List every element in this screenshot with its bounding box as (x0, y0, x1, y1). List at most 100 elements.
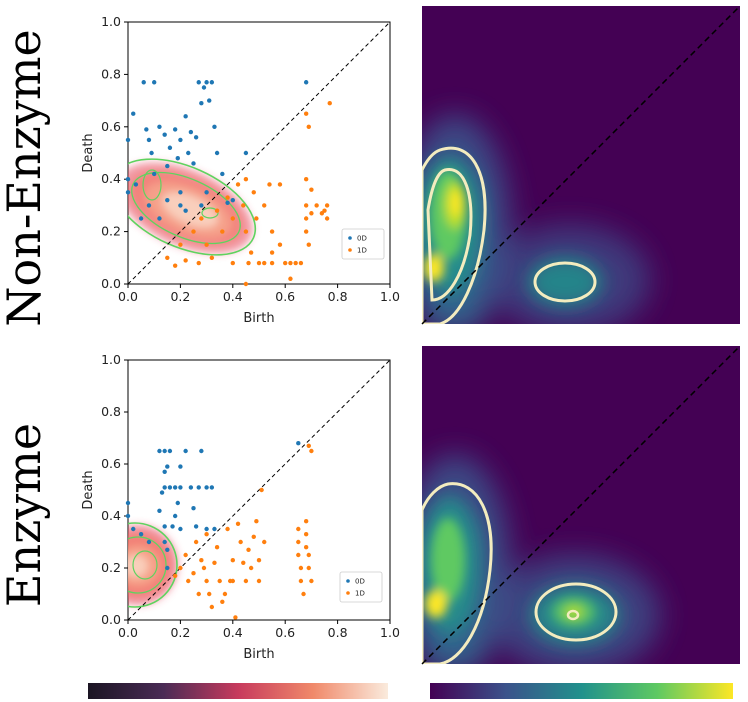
point-1d (256, 578, 262, 584)
point-0d (131, 111, 136, 116)
point-0d (191, 161, 196, 166)
point-1d (254, 519, 259, 524)
y-tick-label: 1.0 (101, 352, 121, 367)
x-tick-label: 0.2 (170, 289, 190, 304)
point-0d (159, 490, 165, 495)
point-0d (165, 464, 170, 469)
point-1d (207, 591, 212, 597)
point-0d (212, 526, 217, 532)
y-tick-label: 0.0 (101, 612, 121, 627)
axis-ticks: 0.0 0.2 0.4 0.6 0.8 1.0 0.0 0.2 0.4 0.6 0.8 1.0 (101, 352, 400, 640)
x-tick-label: 0.6 (275, 625, 295, 640)
point-1d (324, 203, 330, 208)
point-1d (183, 258, 188, 263)
diagonal-line (127, 359, 391, 621)
point-1d (230, 578, 235, 584)
point-1d (303, 216, 309, 221)
point-1d (251, 534, 256, 539)
point-1d (196, 260, 201, 266)
point-1d (212, 560, 217, 565)
point-0d (141, 80, 146, 85)
point-0d (209, 485, 215, 490)
point-0d (225, 200, 230, 205)
point-0d (162, 132, 167, 137)
point-0d (162, 448, 167, 454)
point-1d (178, 565, 183, 571)
row-label-non-enzyme: Non-Enzyme (0, 29, 51, 326)
point-1d (254, 216, 259, 221)
scatter-points (125, 441, 314, 620)
y-tick-label: 1.0 (101, 14, 121, 29)
point-1d (209, 255, 215, 260)
x-tick-label: 0.2 (170, 625, 190, 640)
point-1d (267, 182, 272, 187)
point-0d (204, 80, 209, 85)
point-1d (288, 260, 293, 266)
point-1d (233, 615, 238, 620)
point-1d (186, 578, 191, 584)
point-0d (157, 216, 162, 221)
point-1d (172, 263, 178, 268)
point-1d (309, 187, 314, 192)
point-1d (306, 565, 311, 571)
legend: 0D 1D (339, 571, 383, 603)
point-0d (162, 524, 167, 529)
point-0d (188, 129, 194, 135)
diagonal-line (421, 5, 741, 325)
point-1d (209, 604, 215, 610)
point-1d (293, 260, 298, 266)
panel-non-enzyme-diagram: 0.0 0.2 0.4 0.6 0.8 1.0 0.0 0.2 0.4 0.6 0.8 1.0 Bir… (81, 14, 400, 326)
point-1d (296, 552, 301, 558)
x-tick-label: 0.0 (118, 625, 138, 640)
point-1d (243, 229, 249, 234)
point-1d (178, 242, 183, 247)
y-tick-label: 0.8 (101, 404, 121, 419)
point-0d (178, 203, 183, 208)
point-1d (288, 276, 293, 281)
point-0d (178, 485, 183, 490)
y-axis-label: Death (81, 470, 96, 509)
point-0d (152, 171, 157, 177)
point-1d (303, 532, 309, 537)
point-1d (269, 229, 275, 234)
point-1d (183, 552, 188, 558)
point-1d (306, 443, 311, 448)
point-0d (175, 500, 180, 506)
point-1d (230, 216, 235, 221)
point-0d (178, 464, 183, 469)
point-1d (217, 578, 222, 584)
point-0d (172, 485, 178, 490)
point-1d (269, 260, 275, 266)
point-1d (214, 208, 220, 213)
point-1d (241, 560, 246, 565)
point-1d (262, 539, 267, 545)
x-tick-label: 0.6 (275, 289, 295, 304)
scatter-points (125, 80, 332, 287)
point-0d (196, 80, 201, 85)
point-0d (157, 448, 162, 454)
x-tick-label: 0.4 (223, 289, 243, 304)
point-1d (225, 526, 230, 532)
point-0d (125, 177, 131, 182)
x-axis-label: Birth (243, 311, 274, 326)
point-0d (191, 506, 196, 511)
point-1d (241, 203, 246, 208)
point-1d (243, 177, 249, 182)
point-1d (235, 182, 241, 187)
point-1d (243, 578, 249, 584)
point-1d (314, 203, 319, 208)
point-1d (303, 519, 309, 524)
point-1d (309, 211, 314, 216)
y-axis-label: Death (81, 133, 96, 172)
point-0d (170, 524, 175, 529)
point-1d (303, 229, 309, 234)
point-1d (309, 448, 314, 454)
point-1d (322, 208, 327, 213)
point-1d (225, 195, 230, 200)
point-1d (172, 573, 178, 578)
point-1d (277, 182, 283, 187)
panel-enzyme-diagram: 0.0 0.2 0.4 0.6 0.8 1.0 0.0 0.2 0.4 0.6 0.8 1.0 Bir… (81, 352, 400, 662)
point-0d (296, 441, 301, 446)
point-0d (165, 163, 170, 169)
